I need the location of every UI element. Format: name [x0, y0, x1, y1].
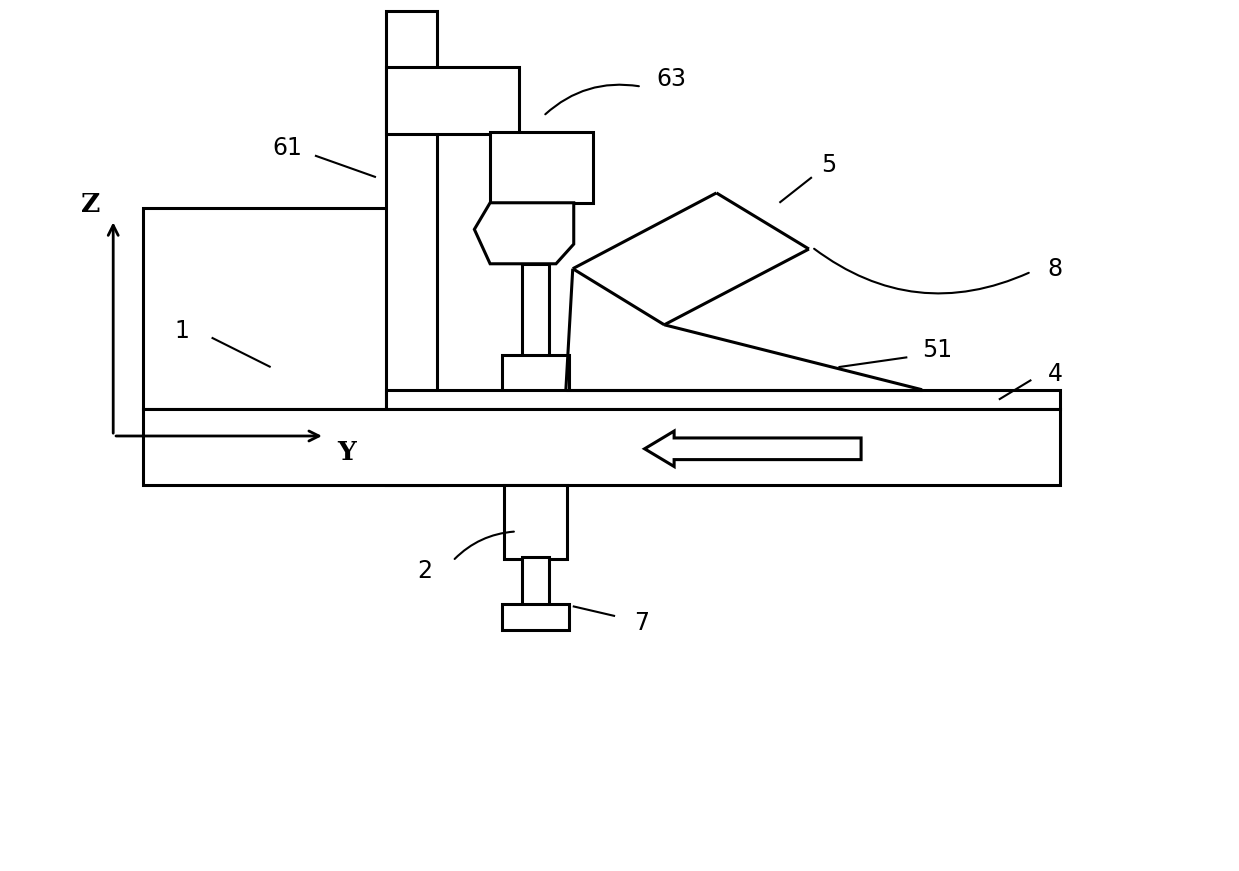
Bar — [502, 604, 569, 630]
Text: 4: 4 — [1047, 362, 1063, 386]
Bar — [385, 389, 1059, 409]
Text: 2: 2 — [418, 559, 432, 583]
Bar — [502, 355, 569, 392]
Bar — [142, 207, 404, 409]
Bar — [491, 132, 593, 203]
Bar — [522, 557, 549, 606]
Text: 61: 61 — [273, 136, 302, 159]
Bar — [504, 485, 567, 559]
Text: 8: 8 — [1047, 257, 1063, 280]
Polygon shape — [475, 203, 574, 264]
Bar — [142, 409, 1059, 485]
Bar — [385, 67, 519, 134]
Text: 63: 63 — [657, 67, 686, 91]
Bar — [522, 264, 549, 357]
Text: Y: Y — [337, 440, 356, 465]
Text: 7: 7 — [634, 611, 649, 635]
FancyArrow shape — [644, 431, 861, 467]
Text: 1: 1 — [175, 319, 190, 342]
Text: 5: 5 — [821, 153, 836, 178]
Text: Z: Z — [81, 192, 100, 217]
Bar — [385, 10, 437, 485]
Text: 51: 51 — [922, 338, 952, 362]
